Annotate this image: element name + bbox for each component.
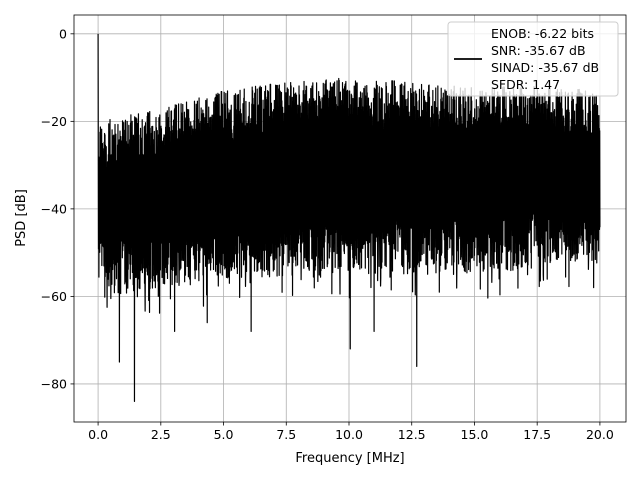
y-tick-label: −20 (41, 114, 67, 129)
axes-frame (73, 14, 627, 423)
legend: ENOB: -6.22 bits SNR: -35.67 dB SINAD: -… (447, 21, 619, 97)
legend-sfdr: SFDR: 1.47 (491, 77, 560, 92)
x-tick-label: 17.5 (523, 427, 551, 442)
x-tick-label: 20.0 (586, 427, 614, 442)
plot-area (97, 33, 601, 403)
x-tick-label: 15.0 (461, 427, 489, 442)
psd-series-line (97, 33, 601, 403)
legend-sinad: SINAD: -35.67 dB (491, 60, 599, 75)
x-tick-label: 12.5 (398, 427, 426, 442)
x-tick-label: 2.5 (151, 427, 171, 442)
legend-enob: ENOB: -6.22 bits (491, 26, 594, 41)
y-tick-label: −40 (41, 201, 67, 216)
y-tick-label: 0 (59, 26, 67, 41)
y-tick-label: −80 (41, 376, 67, 391)
x-tick-label: 7.5 (276, 427, 296, 442)
y-axis-label: PSD [dB] (14, 189, 29, 247)
legend-snr: SNR: -35.67 dB (491, 43, 586, 58)
y-tick-label: −60 (41, 289, 67, 304)
x-tick-label: 10.0 (335, 427, 363, 442)
x-tick-label: 0.0 (88, 427, 108, 442)
x-tick-label: 5.0 (214, 427, 234, 442)
ticks: 0.0 2.5 5.0 7.5 10.0 12.5 15.0 17.5 20.0 0 −20 −40 −… (41, 26, 614, 442)
x-axis-label: Frequency [MHz] (295, 451, 404, 466)
legend-box (447, 21, 619, 97)
